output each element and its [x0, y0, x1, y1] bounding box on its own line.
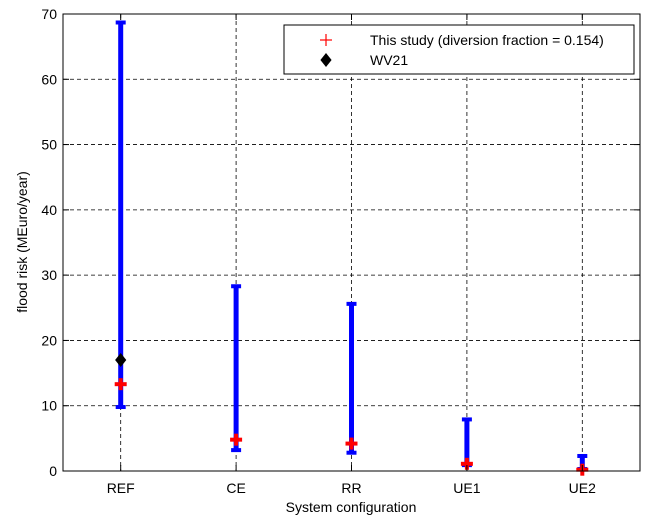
- legend-label: This study (diversion fraction = 0.154): [370, 32, 604, 48]
- legend-plus-icon: [320, 34, 332, 46]
- x-tick-label: REF: [107, 480, 135, 496]
- x-tick-label: UE2: [569, 480, 596, 496]
- range-bar-ref: [115, 20, 126, 410]
- y-tick-label: 30: [41, 267, 57, 283]
- y-tick-label: 20: [41, 332, 57, 348]
- x-axis-label: System configuration: [286, 499, 417, 515]
- legend-box: [283, 24, 635, 75]
- y-tick-label: 40: [41, 202, 57, 218]
- legend-diamond-icon: [320, 53, 332, 67]
- x-tick-label: CE: [226, 480, 245, 496]
- y-tick-label: 60: [41, 71, 57, 87]
- study-point-ref: [114, 378, 127, 391]
- study-point-rr: [345, 437, 358, 450]
- range-bar-rr: [346, 301, 357, 455]
- legend: This study (diversion fraction = 0.154) W…: [283, 24, 635, 75]
- study-point-ce: [230, 433, 243, 446]
- y-tick-label: 10: [41, 398, 57, 414]
- x-axis-ticks: REF CE RR UE1 UE2: [107, 14, 596, 496]
- x-tick-label: RR: [341, 480, 361, 496]
- y-tick-label: 70: [41, 6, 57, 22]
- range-bars: [115, 20, 588, 472]
- legend-label: WV21: [370, 52, 408, 68]
- x-tick-label: UE1: [453, 480, 480, 496]
- wv21-point-ref: [115, 353, 127, 368]
- y-axis-ticks: 0 10 20 30 40 50 60 70: [41, 6, 640, 479]
- y-axis-label: flood risk (MEuro/year): [14, 171, 30, 313]
- range-bar-ce: [231, 284, 242, 453]
- y-tick-label: 50: [41, 137, 57, 153]
- y-tick-label: 0: [49, 463, 57, 479]
